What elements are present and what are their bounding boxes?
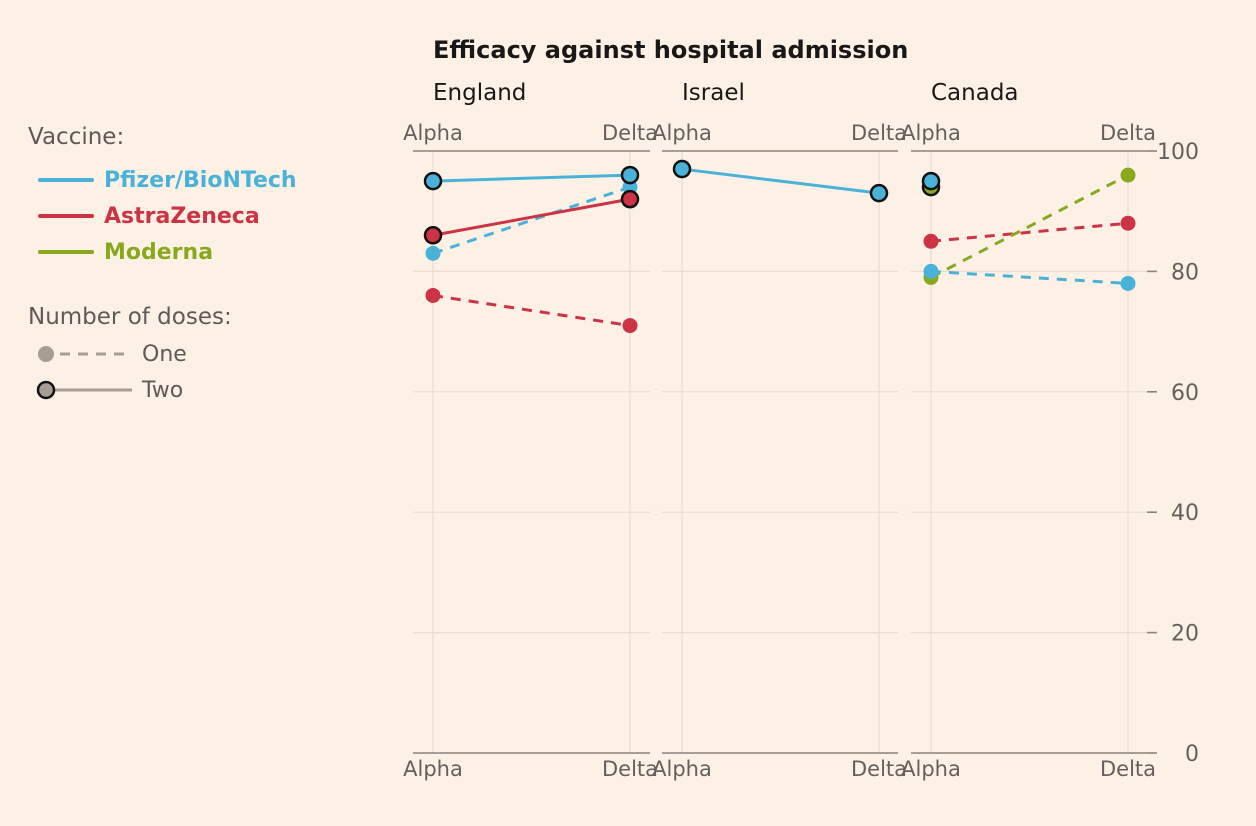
series-line-astrazeneca-one (432, 293, 631, 328)
y-tick-label: 40 (1171, 501, 1199, 526)
dose-two-sample-icon (36, 380, 132, 400)
legend-swatch (38, 214, 94, 218)
x-tick-label-top: Alpha (652, 121, 712, 145)
series-line-pfizer-biontech-two (681, 167, 880, 195)
legend-vaccine-title: Vaccine: (28, 124, 125, 150)
legend-swatch (38, 178, 94, 182)
series-line-astrazeneca-two (432, 197, 631, 237)
data-point-pfizer-biontech-two (921, 171, 941, 191)
data-point-pfizer-biontech-two (672, 159, 692, 179)
y-tick-label: 80 (1171, 260, 1199, 285)
legend-label: Pfizer/BioNTech (104, 167, 297, 193)
dose-one-label: One (142, 341, 187, 367)
y-tick-label: 20 (1171, 622, 1199, 647)
x-tick-label-bottom: Alpha (901, 757, 961, 781)
chart-panels: EnglandAlphaAlphaDeltaDeltaIsraelAlphaAl… (403, 80, 1156, 781)
y-axis: 0 20 40 60 80 100 (1147, 140, 1199, 767)
panel-canada: Canada Alpha Alpha Delta Delta (901, 80, 1156, 781)
dose-one-sample-icon (38, 346, 132, 362)
x-tick-label-bottom: Alpha (652, 757, 712, 781)
data-point-pfizer-biontech-two (620, 165, 640, 185)
x-tick-label-bottom: Delta (602, 757, 658, 781)
series-line-pfizer-biontech-two (432, 173, 631, 183)
legend-item-pfizer-biontech: Pfizer/BioNTech (28, 162, 297, 198)
legend: Vaccine: Pfizer/BioNTech AstraZeneca Moder… (28, 124, 297, 408)
y-tick-label: 60 (1171, 381, 1199, 406)
data-point-moderna-one (1120, 167, 1136, 183)
panel-england: England Alpha Alpha Delta Delta (403, 80, 658, 781)
series-line-astrazeneca-one (930, 221, 1129, 243)
data-point-pfizer-biontech-one (1120, 275, 1136, 291)
panel-israel: Israel Alpha Alpha Delta Delta (652, 80, 907, 781)
legend-swatch (38, 250, 94, 254)
legend-vaccine-list: Pfizer/BioNTech AstraZeneca Moderna (28, 162, 297, 270)
legend-doses-title: Number of doses: (28, 304, 232, 330)
panel-title: England (433, 80, 526, 106)
data-point-astrazeneca-one (923, 233, 939, 249)
data-point-astrazeneca-two (620, 189, 640, 209)
x-tick-label-top: Delta (1100, 121, 1156, 145)
x-tick-label-bottom: Alpha (403, 757, 463, 781)
y-tick-label: 0 (1185, 742, 1199, 767)
data-point-pfizer-biontech-one (425, 245, 441, 261)
legend-label: AstraZeneca (104, 203, 260, 229)
legend-label: Moderna (104, 239, 214, 265)
legend-dose-two: Two (28, 372, 297, 408)
chart-title: Efficacy against hospital admission (433, 36, 908, 64)
x-tick-label-top: Delta (602, 121, 658, 145)
legend-item-moderna: Moderna (28, 234, 297, 270)
legend-item-astrazeneca: AstraZeneca (28, 198, 297, 234)
dose-two-label: Two (142, 377, 184, 403)
y-tick-label: 100 (1157, 140, 1199, 165)
panel-title: Israel (682, 80, 745, 106)
x-tick-label-bottom: Delta (1100, 757, 1156, 781)
x-tick-label-top: Alpha (901, 121, 961, 145)
legend-dose-one: One (28, 336, 297, 372)
series-line-pfizer-biontech-one (930, 269, 1129, 285)
data-point-astrazeneca-two (423, 226, 443, 245)
data-point-pfizer-biontech-one (923, 263, 939, 279)
series-line-pfizer-biontech-one (432, 185, 631, 255)
data-point-pfizer-biontech-two (869, 183, 889, 203)
series-line-moderna-one (930, 173, 1129, 279)
data-point-pfizer-biontech-two (423, 171, 443, 191)
data-point-astrazeneca-one (622, 318, 638, 334)
data-point-astrazeneca-one (1120, 215, 1136, 231)
x-tick-label-top: Delta (851, 121, 907, 145)
data-point-astrazeneca-one (425, 287, 441, 303)
x-tick-label-top: Alpha (403, 121, 463, 145)
x-tick-label-bottom: Delta (851, 757, 907, 781)
panel-title: Canada (931, 80, 1019, 106)
